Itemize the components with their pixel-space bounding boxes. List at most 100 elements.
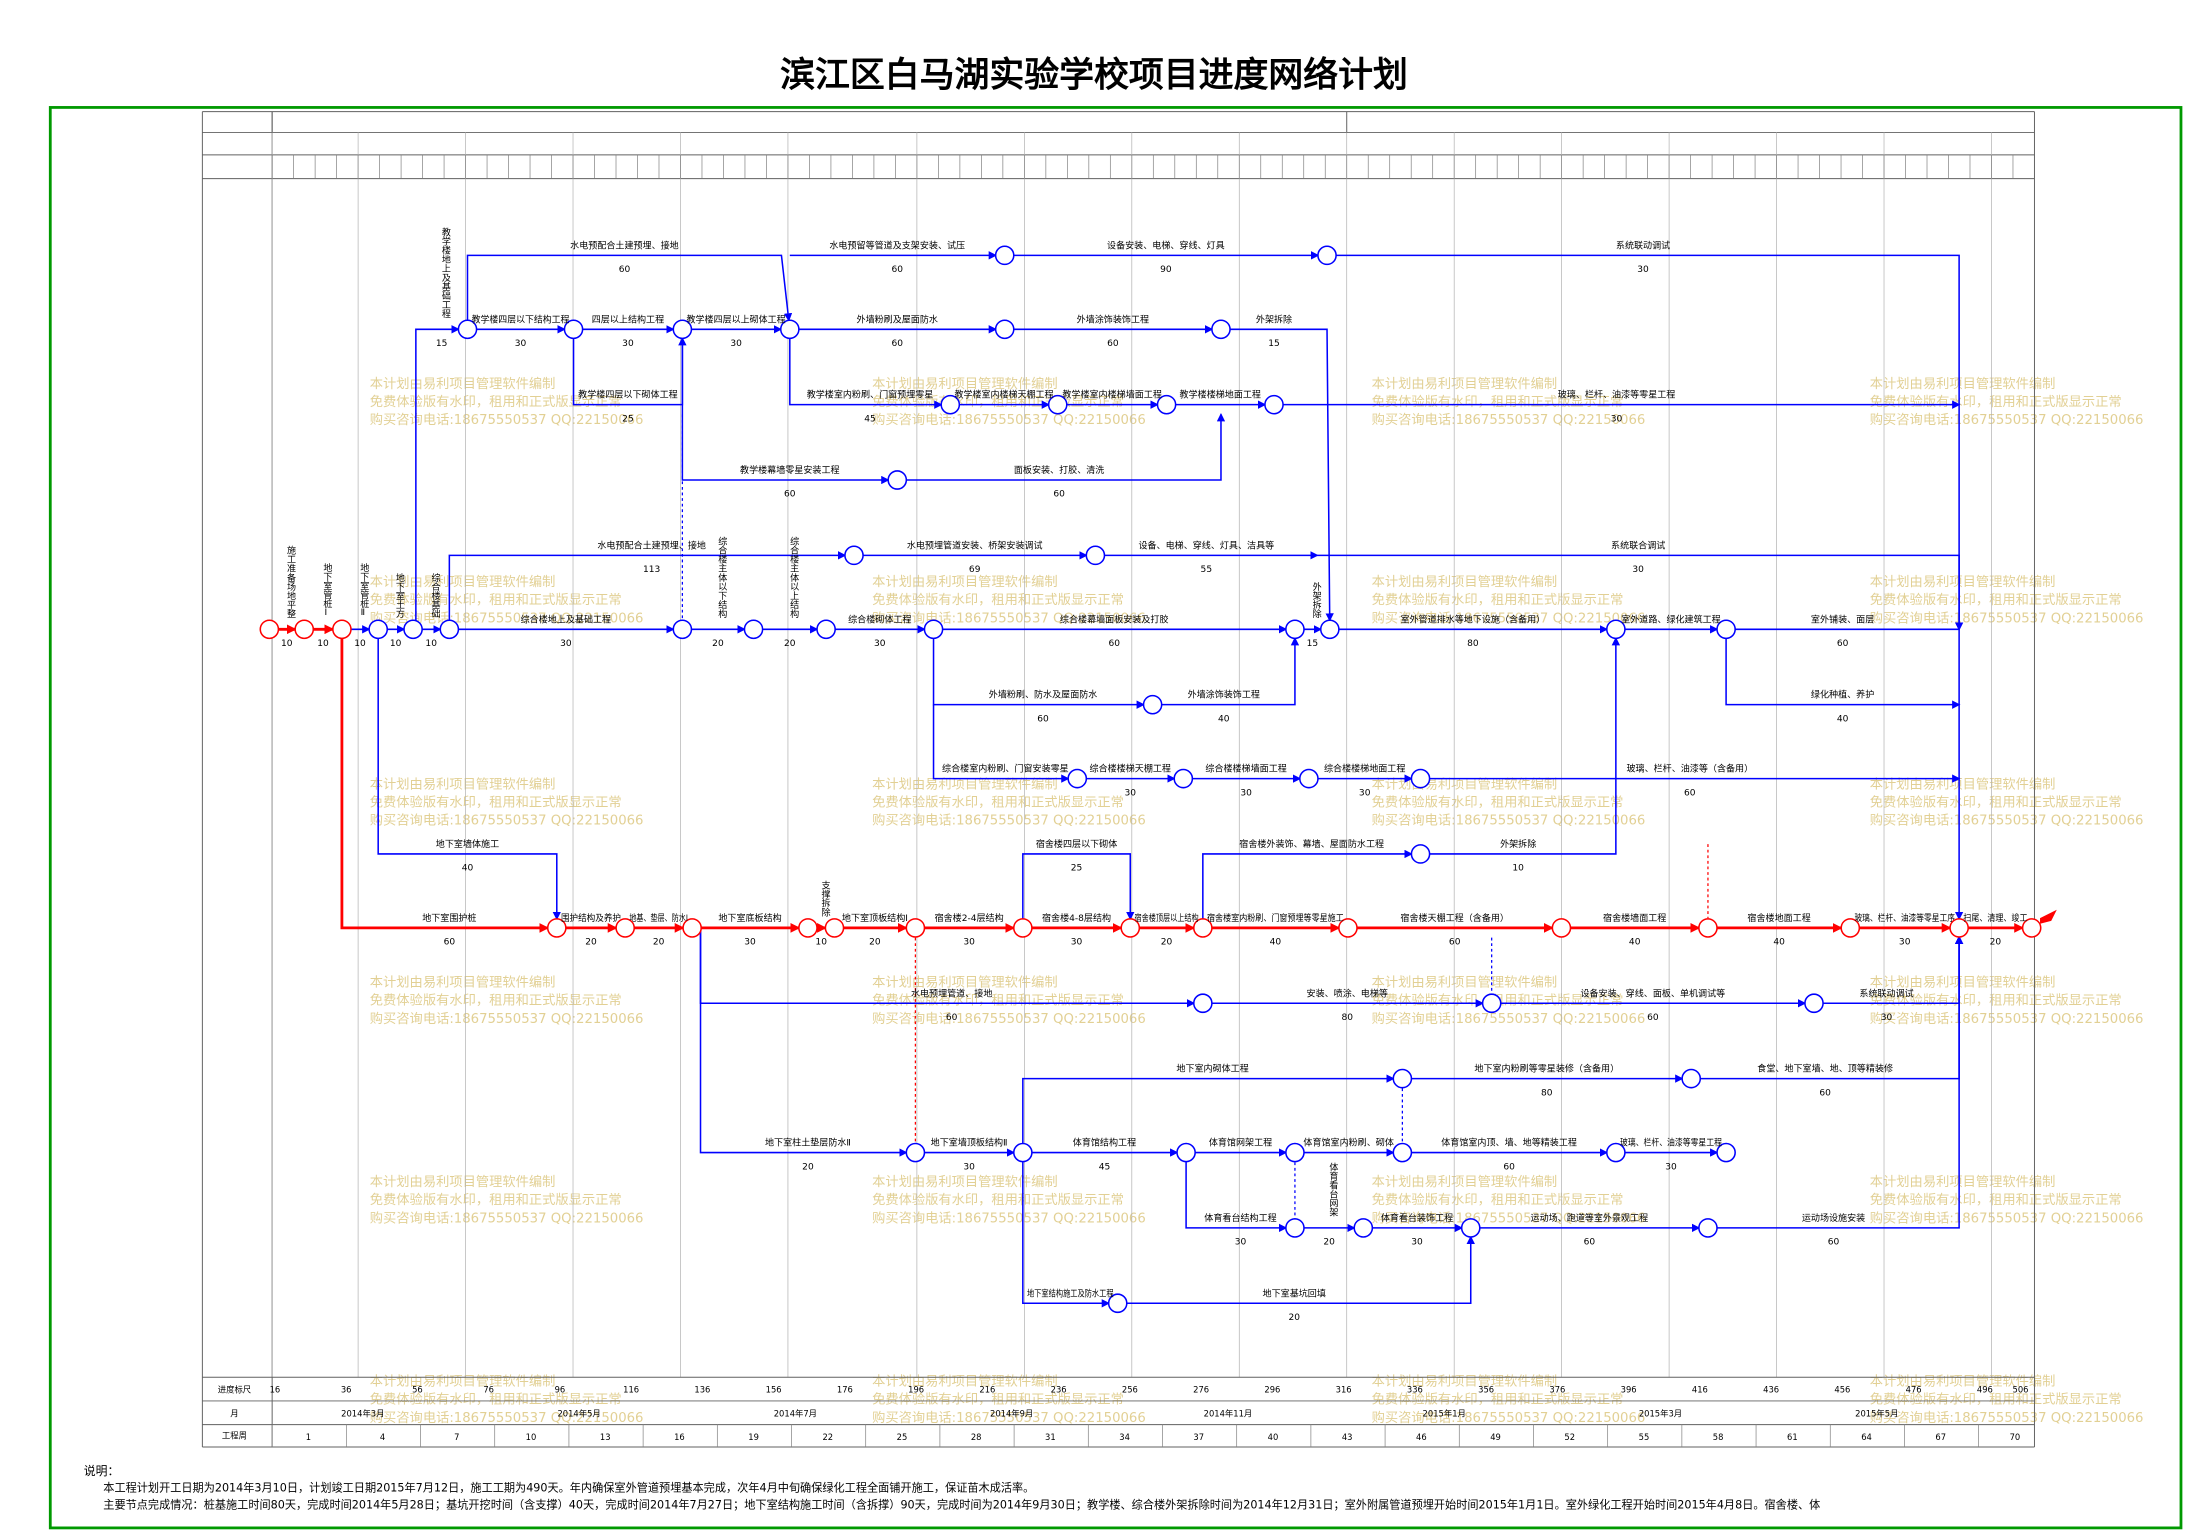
activity-label: 综合楼主体以上结构 — [788, 536, 800, 619]
event-node — [457, 319, 478, 340]
activity-arrow — [1220, 328, 1334, 622]
notes-line: 本工程计划开工日期为2014年3月10日，计划竣工日期2015年7月12日，施工… — [103, 1481, 1034, 1495]
event-node — [923, 619, 944, 640]
activity-duration: 30 — [1632, 565, 1644, 575]
event-node — [1392, 1142, 1413, 1163]
activity-label: 体育馆室内粉刷、砌体 — [1303, 1137, 1393, 1149]
activity-duration: 20 — [585, 938, 597, 948]
watermark-text: 本计划由易利项目管理软件编制 — [370, 975, 556, 991]
watermark-text: 免费体验版有水印，租用和正式版显示正常 — [370, 394, 622, 410]
notes-line: 主要节点完成情况：桩基施工时间80天，完成时间2014年5月28日；基坑开挖时间… — [103, 1497, 1820, 1511]
event-node — [1285, 619, 1305, 640]
activity-label: 运动场、跑道等室外景观工程 — [1531, 1212, 1649, 1224]
week-label: 43 — [1342, 1432, 1353, 1442]
watermark-text: 本计划由易利项目管理软件编制 — [872, 1174, 1058, 1190]
activity-label: 综合楼地上及基础工程 — [521, 613, 611, 625]
watermark-text: 本计划由易利项目管理软件编制 — [1372, 1174, 1558, 1190]
event-node — [1107, 1293, 1128, 1314]
event-node — [1142, 694, 1163, 715]
activity-duration: 20 — [1161, 938, 1173, 948]
watermark-text: 购买咨询电话:18675550537 QQ:22150066 — [1372, 610, 1646, 626]
activity-arrow — [466, 254, 793, 330]
footer-month: 2014年5月 — [557, 1408, 600, 1418]
activity-arrow — [789, 329, 943, 409]
activity-arrow — [1022, 1152, 1111, 1308]
watermark-text: 免费体验版有水印，租用和正式版显示正常 — [370, 1192, 622, 1208]
activity-duration: 10 — [815, 938, 827, 948]
activity-duration: 30 — [963, 938, 975, 948]
activity-duration: 30 — [730, 339, 742, 349]
watermark-text: 购买咨询电话:18675550537 QQ:22150066 — [872, 412, 1146, 428]
week-label: 13 — [600, 1432, 611, 1442]
activity-label: 宿舍楼地面工程 — [1747, 912, 1810, 924]
activity-label: 水电预配合土建预埋、接地 — [570, 239, 679, 251]
event-node — [816, 619, 836, 640]
activity-label: 玻璃、栏杆、油漆等零星工程 — [1558, 389, 1676, 401]
grid — [201, 111, 2035, 1448]
activity-arrow — [1202, 849, 1413, 928]
activity-duration: 60 — [1584, 1238, 1596, 1248]
activity-arrow — [1022, 853, 1135, 928]
activity-duration: 60 — [1107, 339, 1119, 349]
activity-label: 四层以上结构工程 — [592, 313, 664, 325]
activity-arrow — [1725, 629, 1961, 709]
event-node — [1176, 1142, 1196, 1163]
activity-duration: 60 — [1837, 639, 1849, 649]
scale-label: 336 — [1407, 1385, 1423, 1395]
activity-arrow — [1726, 628, 1964, 921]
event-node — [1606, 619, 1626, 640]
activity-label: 教学楼四层以下结构工程 — [472, 313, 570, 325]
activity-duration: 90 — [1160, 265, 1172, 275]
footer-month: 2014年9月 — [990, 1408, 1033, 1418]
watermark-text: 本计划由易利项目管理软件编制 — [370, 1374, 556, 1390]
event-node — [1285, 1218, 1305, 1238]
week-label: 34 — [1119, 1432, 1130, 1442]
week-label: 46 — [1416, 1432, 1427, 1442]
event-node — [1410, 844, 1431, 864]
activity-duration: 15 — [1268, 339, 1280, 349]
event-node — [1047, 394, 1068, 415]
activity-label: 外架拆除 — [1500, 838, 1536, 850]
event-node — [2021, 918, 2042, 938]
activity-label: 体育馆室内顶、墙、地等精装工程 — [1441, 1137, 1577, 1149]
event-node — [1264, 394, 1284, 415]
week-label: 49 — [1490, 1432, 1501, 1442]
event-node — [905, 1142, 926, 1163]
edges — [269, 251, 2025, 1308]
watermark-text: 购买咨询电话:18675550537 QQ:22150066 — [872, 1210, 1146, 1226]
activity-label: 外架拆除 — [1310, 581, 1322, 618]
event-node — [844, 545, 864, 566]
activity-label: 地下室墙体施工 — [436, 838, 499, 850]
activity-label: 教学楼四层以上砌体工程 — [687, 313, 786, 325]
event-node — [332, 619, 352, 640]
watermark-text: 免费体验版有水印，租用和正式版显示正常 — [1372, 795, 1624, 811]
scale-label: 496 — [1977, 1385, 1993, 1395]
activity-label: 外架拆除 — [1256, 313, 1292, 325]
activity-label: 体育看台网架 — [1327, 1161, 1339, 1217]
event-node — [1840, 918, 1861, 938]
activity-duration: 30 — [1240, 788, 1252, 798]
activity-duration: 60 — [1037, 714, 1049, 724]
activity-duration: 10 — [425, 639, 437, 649]
activity-duration: 30 — [1359, 788, 1371, 798]
activity-arrow — [681, 329, 890, 485]
watermark-text: 免费体验版有水印，租用和正式版显示正常 — [1870, 795, 2122, 811]
activity-label: 教学楼室内粉刷、门窗预埋零星 — [807, 389, 934, 401]
activity-arrow — [448, 551, 847, 630]
watermark-text: 免费体验版有水印，租用和正式版显示正常 — [370, 592, 622, 608]
activity-duration: 80 — [1541, 1088, 1553, 1098]
activity-duration: 20 — [784, 639, 796, 649]
activity-label: 体育看台结构工程 — [1204, 1212, 1276, 1224]
watermark-text: 本计划由易利项目管理软件编制 — [1870, 376, 2056, 392]
watermark-text: 购买咨询电话:18675550537 QQ:22150066 — [370, 1410, 644, 1426]
scale-label: 176 — [837, 1385, 853, 1395]
week-label: 58 — [1713, 1432, 1724, 1442]
footer-label: 进度标尺 — [218, 1385, 251, 1395]
scale-label: 236 — [1051, 1385, 1067, 1395]
scale-label: 396 — [1621, 1385, 1637, 1395]
activity-label: 综合楼楼梯墙面工程 — [1205, 763, 1286, 775]
event-node — [1804, 993, 1824, 1014]
watermark-text: 免费体验版有水印，租用和正式版显示正常 — [1372, 1192, 1624, 1208]
scale-label: 136 — [694, 1385, 710, 1395]
activity-arrow — [1420, 636, 1621, 855]
